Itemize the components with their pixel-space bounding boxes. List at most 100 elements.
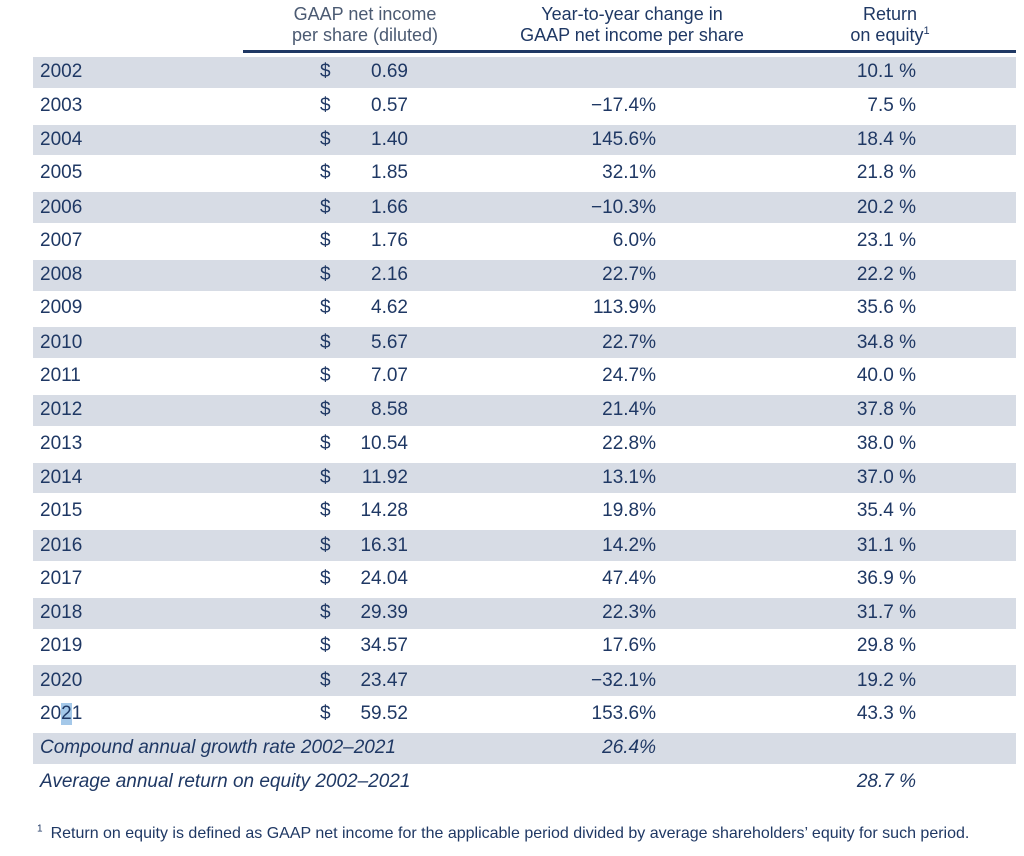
eps-value: 59.52 — [360, 703, 408, 725]
roe-value: 36.9 % — [856, 567, 916, 589]
change-value — [433, 57, 656, 88]
table-row: 2002 $ 0.69 10.1 % — [33, 55, 1016, 89]
currency-symbol: $ — [320, 162, 331, 184]
header-eps-line2: per share (diluted) — [291, 25, 439, 45]
year-cell: 2006 — [40, 196, 83, 218]
eps-value: 24.04 — [360, 567, 408, 589]
roe-value: 35.6 % — [856, 297, 916, 319]
roe-value: 29.8 % — [856, 635, 916, 657]
year-cell: 2005 — [40, 162, 83, 184]
year-cell: 2004 — [40, 128, 83, 150]
roe-value: 43.3 % — [856, 703, 916, 725]
currency-symbol: $ — [320, 94, 331, 116]
eps-value: 11.92 — [361, 466, 408, 488]
roe-value: 38.0 % — [856, 432, 916, 454]
eps-value: 0.69 — [371, 61, 408, 83]
currency-symbol: $ — [320, 399, 331, 421]
table-header: GAAP net income per share (diluted) Year… — [0, 0, 1024, 53]
change-value: 19.8% — [602, 500, 656, 522]
currency-symbol: $ — [320, 500, 331, 522]
roe-value: 19.2 % — [856, 669, 916, 691]
eps-value: 29.39 — [360, 602, 408, 624]
change-value: 22.7% — [602, 331, 656, 353]
year-cell: 2003 — [40, 94, 83, 116]
header-roe-line1: Return — [862, 4, 918, 24]
table-row: 2013 $ 10.54 22.8% 38.0 % — [33, 427, 1016, 461]
table-row: 2010 $ 5.67 22.7% 34.8 % — [33, 325, 1016, 360]
eps-value: 23.47 — [360, 669, 408, 691]
table-row: 2006 $ 1.66 −10.3% 20.2 % — [33, 190, 1016, 224]
currency-symbol: $ — [320, 669, 331, 691]
year-cell: 2016 — [40, 534, 83, 556]
eps-value: 34.57 — [360, 635, 408, 657]
currency-symbol: $ — [320, 331, 331, 353]
change-value: 153.6% — [591, 703, 656, 725]
eps-value: 8.58 — [371, 399, 408, 421]
header-roe: Return on equity1 — [790, 4, 990, 46]
change-value: 13.1% — [602, 466, 656, 488]
roe-value: 23.1 % — [856, 229, 916, 251]
change-value: 6.0% — [612, 229, 656, 251]
year-cell: 2019 — [40, 635, 83, 657]
year-cell: 2018 — [40, 602, 83, 624]
header-change: Year-to-year change in GAAP net income p… — [482, 4, 782, 46]
footnote-text: Return on equity is defined as GAAP net … — [50, 824, 970, 842]
year-cell: 2014 — [40, 466, 83, 488]
eps-value: 1.85 — [371, 162, 408, 184]
table-row: 2014 $ 11.92 13.1% 37.0 % — [33, 460, 1016, 495]
change-value: 22.3% — [602, 602, 656, 624]
eps-value: 14.28 — [360, 500, 408, 522]
table-row: 2011 $ 7.07 24.7% 40.0 % — [33, 359, 1016, 393]
change-value: 22.7% — [602, 264, 656, 286]
table-row: 2004 $ 1.40 145.6% 18.4 % — [33, 122, 1016, 157]
year-cell: 2017 — [40, 567, 83, 589]
eps-value: 0.57 — [371, 94, 408, 116]
year-cell: 2012 — [40, 399, 83, 421]
roe-value: 28.7 % — [856, 770, 916, 792]
currency-symbol: $ — [320, 264, 331, 286]
currency-symbol: $ — [320, 534, 331, 556]
table-row: 2019 $ 34.57 17.6% 29.8 % — [33, 630, 1016, 664]
table-row: 2016 $ 16.31 14.2% 31.1 % — [33, 528, 1016, 562]
year-cell: 2013 — [40, 432, 83, 454]
currency-symbol: $ — [320, 602, 331, 624]
year-cell: 2015 — [40, 500, 83, 522]
table-body: 2002 $ 0.69 10.1 % 2003 $ 0.57 −17.4% 7.… — [33, 55, 1016, 799]
roe-value: 35.4 % — [856, 500, 916, 522]
table-row: 2015 $ 14.28 19.8% 35.4 % — [33, 494, 1016, 528]
year-cell: 20 2 1 — [40, 703, 83, 726]
table-row: 2018 $ 29.39 22.3% 31.7 % — [33, 595, 1016, 630]
currency-symbol: $ — [320, 297, 331, 319]
currency-symbol: $ — [320, 365, 331, 387]
eps-value: 5.67 — [371, 331, 408, 353]
change-value: 14.2% — [602, 534, 656, 556]
table-row: 2017 $ 24.04 47.4% 36.9 % — [33, 562, 1016, 596]
footnote: 1 Return on equity is defined as GAAP net… — [37, 824, 1024, 843]
roe-value: 31.7 % — [856, 602, 916, 624]
roe-value: 10.1 % — [856, 61, 916, 83]
table-row: 2003 $ 0.57 −17.4% 7.5 % — [33, 89, 1016, 123]
header-rule — [243, 50, 1016, 53]
change-value: 17.6% — [602, 635, 656, 657]
currency-symbol: $ — [320, 432, 331, 454]
change-value: −17.4% — [591, 94, 656, 116]
currency-symbol: $ — [320, 567, 331, 589]
eps-value: 10.54 — [360, 432, 408, 454]
change-value: 47.4% — [602, 567, 656, 589]
year-cell: 2011 — [40, 365, 81, 387]
roe-value — [683, 733, 916, 764]
header-eps: GAAP net income per share (diluted) — [240, 4, 490, 46]
currency-symbol: $ — [320, 703, 331, 725]
year-cell: 2009 — [40, 297, 83, 319]
table-row: 2007 $ 1.76 6.0% 23.1 % — [33, 224, 1016, 258]
roe-value: 31.1 % — [856, 534, 916, 556]
change-value: 32.1% — [602, 162, 656, 184]
change-value — [433, 765, 656, 799]
roe-value: 37.8 % — [856, 399, 916, 421]
change-value: −32.1% — [591, 669, 656, 691]
change-value: 21.4% — [602, 399, 656, 421]
year-cell: 2007 — [40, 229, 83, 251]
change-value: 22.8% — [602, 432, 656, 454]
roe-value: 22.2 % — [856, 264, 916, 286]
